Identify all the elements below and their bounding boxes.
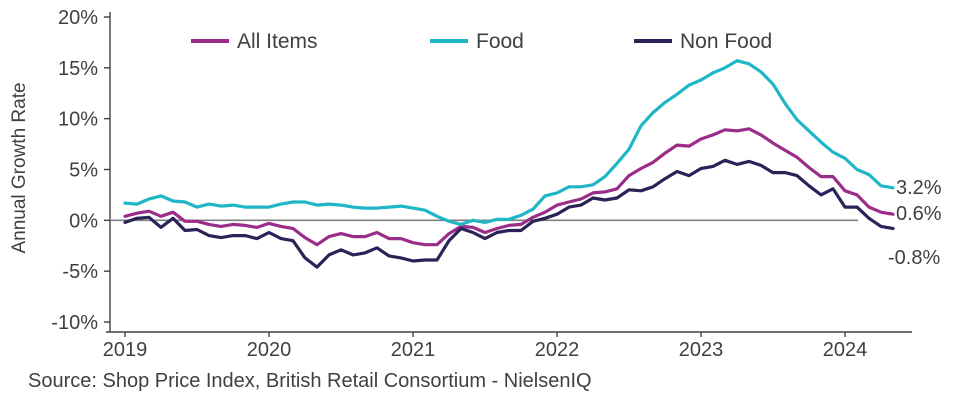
- y-tick-label: 0%: [69, 210, 98, 232]
- y-axis-title: Annual Growth Rate: [9, 82, 30, 253]
- legend-label-all-items: All Items: [237, 30, 318, 53]
- y-tick-label: -5%: [62, 261, 98, 283]
- y-axis: 20% 15% 10% 5% 0% -5% -10%: [51, 7, 111, 334]
- x-tick-label: 2024: [823, 339, 868, 361]
- x-tick-label: 2021: [391, 339, 436, 361]
- y-tick-label: 5%: [69, 160, 98, 182]
- legend-label-non-food: Non Food: [680, 30, 772, 53]
- legend-item-all-items: All Items: [191, 30, 318, 53]
- series-line-all-items: [123, 127, 895, 247]
- x-tick-label: 2019: [103, 339, 148, 361]
- y-tick-label: 10%: [58, 109, 98, 131]
- end-label-food: 3.2%: [896, 177, 942, 199]
- y-tick-label: 15%: [58, 58, 98, 80]
- legend-item-non-food: Non Food: [634, 30, 772, 53]
- x-axis: 2019 2020 2021 2022 2023 2024: [103, 331, 912, 361]
- series-lines: [123, 59, 895, 269]
- x-tick-label: 2022: [535, 339, 580, 361]
- legend-item-food: Food: [430, 30, 524, 53]
- series-line-non-food: [123, 158, 895, 269]
- end-label-non-food: -0.8%: [888, 247, 940, 269]
- line-chart: Annual Growth Rate 20%15%10%5%0%-5%-10% …: [9, 7, 942, 361]
- y-tick-label: 20%: [58, 7, 98, 29]
- series-line-food: [123, 59, 895, 226]
- end-value-labels: 3.2% 0.6% -0.8%: [888, 177, 942, 269]
- legend: All Items Food Non Food: [191, 30, 772, 53]
- source-note: Source: Shop Price Index, British Retail…: [28, 370, 592, 392]
- legend-label-food: Food: [476, 30, 524, 53]
- end-label-all-items: 0.6%: [896, 203, 942, 225]
- y-tick-label: -10%: [51, 312, 98, 334]
- x-tick-label: 2020: [247, 339, 292, 361]
- x-tick-label: 2023: [679, 339, 724, 361]
